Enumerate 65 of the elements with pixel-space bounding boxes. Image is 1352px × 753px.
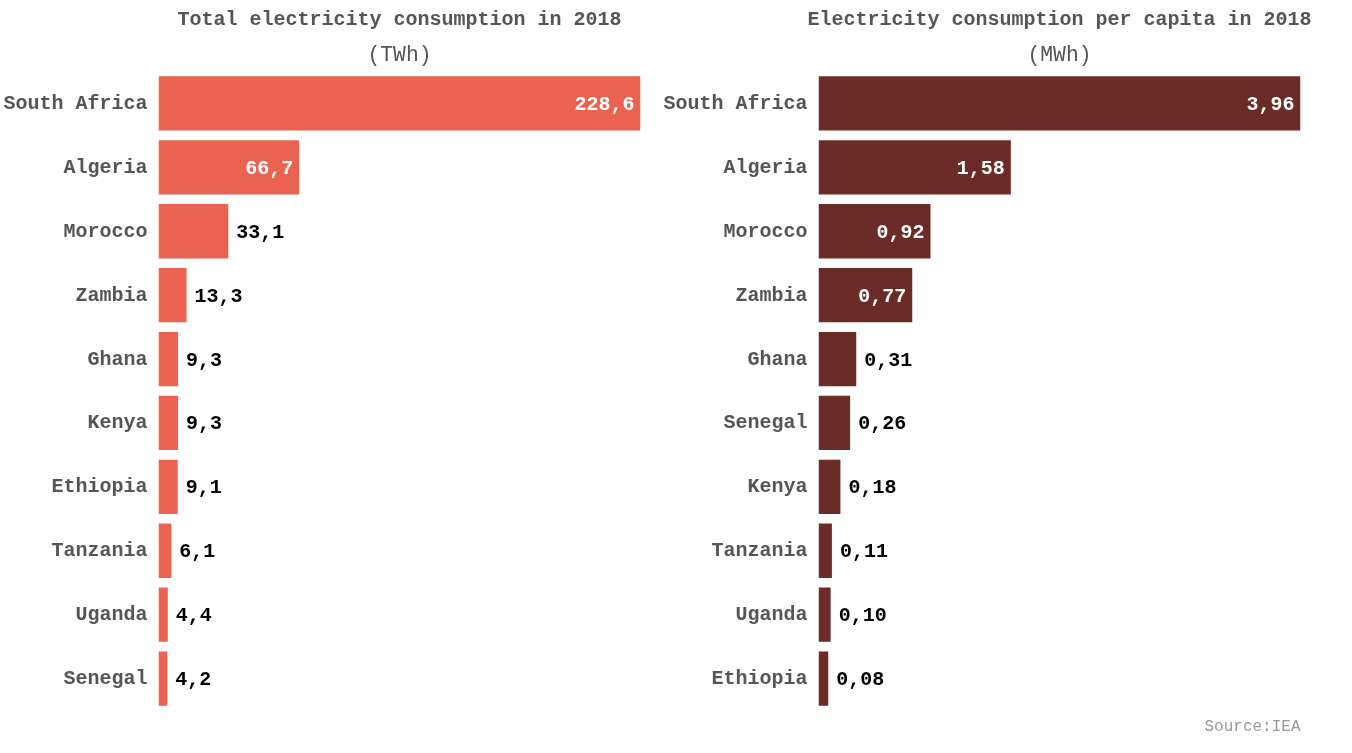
data-label: 0,31 [864, 348, 913, 372]
data-label: 228,6 [574, 92, 635, 116]
y-tick-label: Ethiopia [711, 667, 808, 691]
data-label: 33,1 [236, 220, 285, 244]
y-tick-label: Senegal [63, 667, 148, 691]
bar [818, 140, 1011, 195]
y-tick-label: Zambia [75, 283, 148, 307]
data-label: 0,08 [836, 668, 885, 692]
source-note: Source:IEA [1204, 717, 1301, 736]
y-tick-label: Algeria [723, 155, 808, 179]
chart-title: Total electricity consumption in 2018 [177, 7, 622, 31]
bar [158, 331, 179, 387]
bar [818, 523, 832, 578]
y-tick-label: Uganda [75, 603, 148, 627]
y-tick-label: Tanzania [711, 539, 808, 563]
data-label: 0,92 [876, 220, 925, 244]
data-label: 0,11 [839, 540, 888, 564]
bar [158, 651, 168, 706]
chart-subtitle: (TWh) [367, 42, 432, 67]
y-tick-label: Tanzania [51, 539, 148, 563]
y-tick-label: Senegal [723, 411, 808, 435]
bar [158, 267, 187, 323]
data-label: 13,3 [194, 284, 243, 308]
data-label: 3,96 [1246, 92, 1295, 116]
y-tick-label: Ghana [87, 347, 148, 371]
data-label: 66,7 [245, 156, 294, 180]
data-label: 0,10 [838, 604, 887, 628]
data-label: 6,1 [179, 540, 216, 564]
bar [158, 76, 641, 131]
bar [818, 395, 851, 451]
bar [158, 204, 229, 259]
data-label: 4,2 [175, 668, 212, 692]
data-label: 4,4 [175, 604, 212, 628]
chart-title: Electricity consumption per capita in 2018 [807, 7, 1312, 31]
bar [818, 459, 841, 515]
y-tick-label: Uganda [735, 603, 808, 627]
bar [818, 76, 1301, 131]
data-label: 0,26 [858, 412, 907, 436]
data-label: 0,18 [848, 476, 897, 500]
y-tick-label: Zambia [735, 283, 808, 307]
data-label: 9,3 [186, 348, 223, 372]
y-tick-label: South Africa [663, 91, 808, 115]
y-tick-label: Kenya [747, 475, 808, 499]
data-label: 1,58 [956, 156, 1005, 180]
bar [158, 395, 179, 451]
y-tick-label: Kenya [87, 411, 148, 435]
y-tick-label: South Africa [3, 91, 148, 115]
bar [818, 651, 829, 706]
bar [158, 587, 168, 642]
y-tick-label: Algeria [63, 155, 148, 179]
bar [158, 523, 172, 578]
y-tick-label: Ghana [747, 347, 808, 371]
bar [818, 331, 857, 387]
chart-subtitle: (MWh) [1027, 42, 1092, 67]
bar [158, 459, 178, 515]
bar [818, 587, 831, 642]
data-label: 9,1 [185, 476, 222, 500]
bar [818, 204, 931, 259]
data-label: 0,77 [858, 284, 907, 308]
y-tick-label: Morocco [723, 219, 808, 243]
data-label: 9,3 [186, 412, 223, 436]
bar [818, 267, 913, 323]
bar [158, 140, 300, 195]
y-tick-label: Ethiopia [51, 475, 148, 499]
y-tick-label: Morocco [63, 219, 148, 243]
